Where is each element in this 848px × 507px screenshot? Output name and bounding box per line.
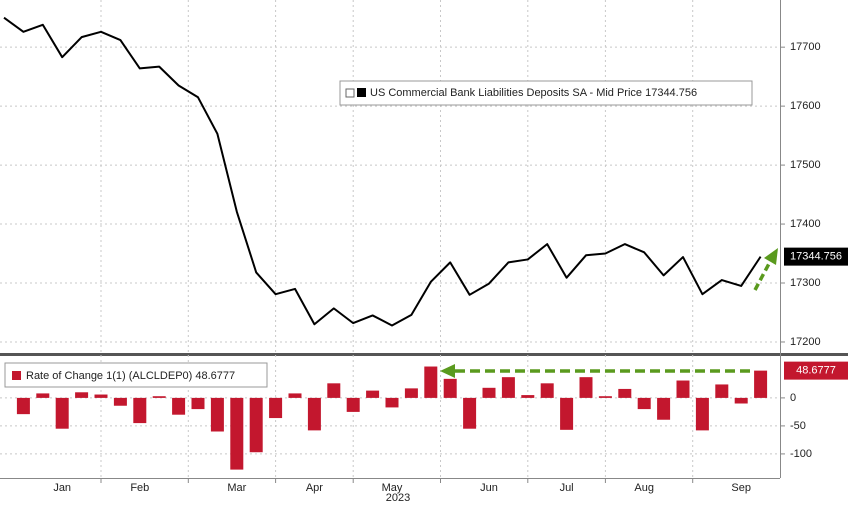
x-tick-label: Sep (731, 482, 751, 494)
marks (3, 16, 768, 470)
bar (501, 377, 515, 398)
bar (133, 397, 147, 424)
bar (579, 377, 593, 398)
bar (191, 397, 205, 410)
x-tick-label: Mar (227, 482, 246, 494)
y-tick-label: 17600 (790, 100, 821, 112)
bar (540, 383, 554, 398)
legend-box (4, 362, 268, 388)
bar (695, 397, 709, 431)
bar (269, 397, 283, 419)
y-tick-label: 17300 (790, 277, 821, 289)
grid (0, 0, 780, 478)
last-value-label: 48.6777 (796, 365, 836, 377)
bar (36, 393, 50, 398)
bar (657, 397, 671, 420)
bar (346, 397, 360, 412)
legend-swatch (357, 88, 366, 97)
bar (754, 370, 768, 398)
x-tick-label: Jul (560, 482, 574, 494)
y-tick-label: 17700 (790, 41, 821, 53)
line-series (3, 16, 762, 327)
bar (521, 395, 535, 398)
bar (734, 397, 748, 404)
legend-label: Rate of Change 1(1) (ALCLDEP0) 48.6777 (26, 370, 235, 382)
bar (637, 397, 651, 410)
top-plot-area (0, 0, 780, 352)
last-value-label: 17344.756 (790, 251, 842, 263)
legend-swatch (12, 371, 21, 380)
bar (113, 397, 127, 406)
bar (618, 388, 632, 398)
bar (404, 388, 418, 398)
x-tick-label: May (382, 482, 403, 494)
y-tick-label: 17500 (790, 159, 821, 171)
y-tick-label: 17200 (790, 336, 821, 348)
x-tick-label: Jan (53, 482, 71, 494)
legend-icon (345, 88, 355, 98)
x-tick-label: Jun (480, 482, 498, 494)
bar (230, 397, 244, 470)
bar (715, 384, 729, 398)
bar (249, 397, 263, 453)
bar (75, 392, 89, 398)
bar (94, 394, 108, 398)
last-value-tag (784, 361, 848, 380)
bar (172, 397, 186, 415)
bar (676, 380, 690, 398)
bar (560, 397, 574, 430)
x-tick-label: Aug (634, 482, 654, 494)
y-tick-label: 0 (790, 392, 796, 404)
legend-label: US Commercial Bank Liabilities Deposits … (370, 87, 697, 99)
bar (366, 390, 380, 398)
annotation-arrow (753, 257, 774, 291)
bar (482, 387, 496, 398)
x-tick-label: Apr (306, 482, 323, 494)
bar (16, 397, 30, 415)
y-tick-label: -50 (790, 420, 806, 432)
bar (463, 397, 477, 429)
bar (598, 396, 612, 398)
y-tick-label: 17400 (790, 218, 821, 230)
last-value-tag (784, 247, 848, 266)
x-axis-label: 2023 (386, 492, 410, 504)
bar (424, 366, 438, 398)
bar (210, 397, 224, 432)
bar (385, 397, 399, 408)
bar (327, 383, 341, 398)
bar (55, 397, 69, 429)
annotation-arrowhead (764, 248, 778, 265)
bar (307, 397, 321, 431)
legend-box (339, 80, 753, 106)
y-tick-label: -100 (790, 448, 812, 460)
bar (152, 396, 166, 398)
annotation-arrowhead (440, 364, 455, 378)
x-tick-label: Feb (130, 482, 149, 494)
bar (443, 378, 457, 398)
bar (288, 393, 302, 398)
